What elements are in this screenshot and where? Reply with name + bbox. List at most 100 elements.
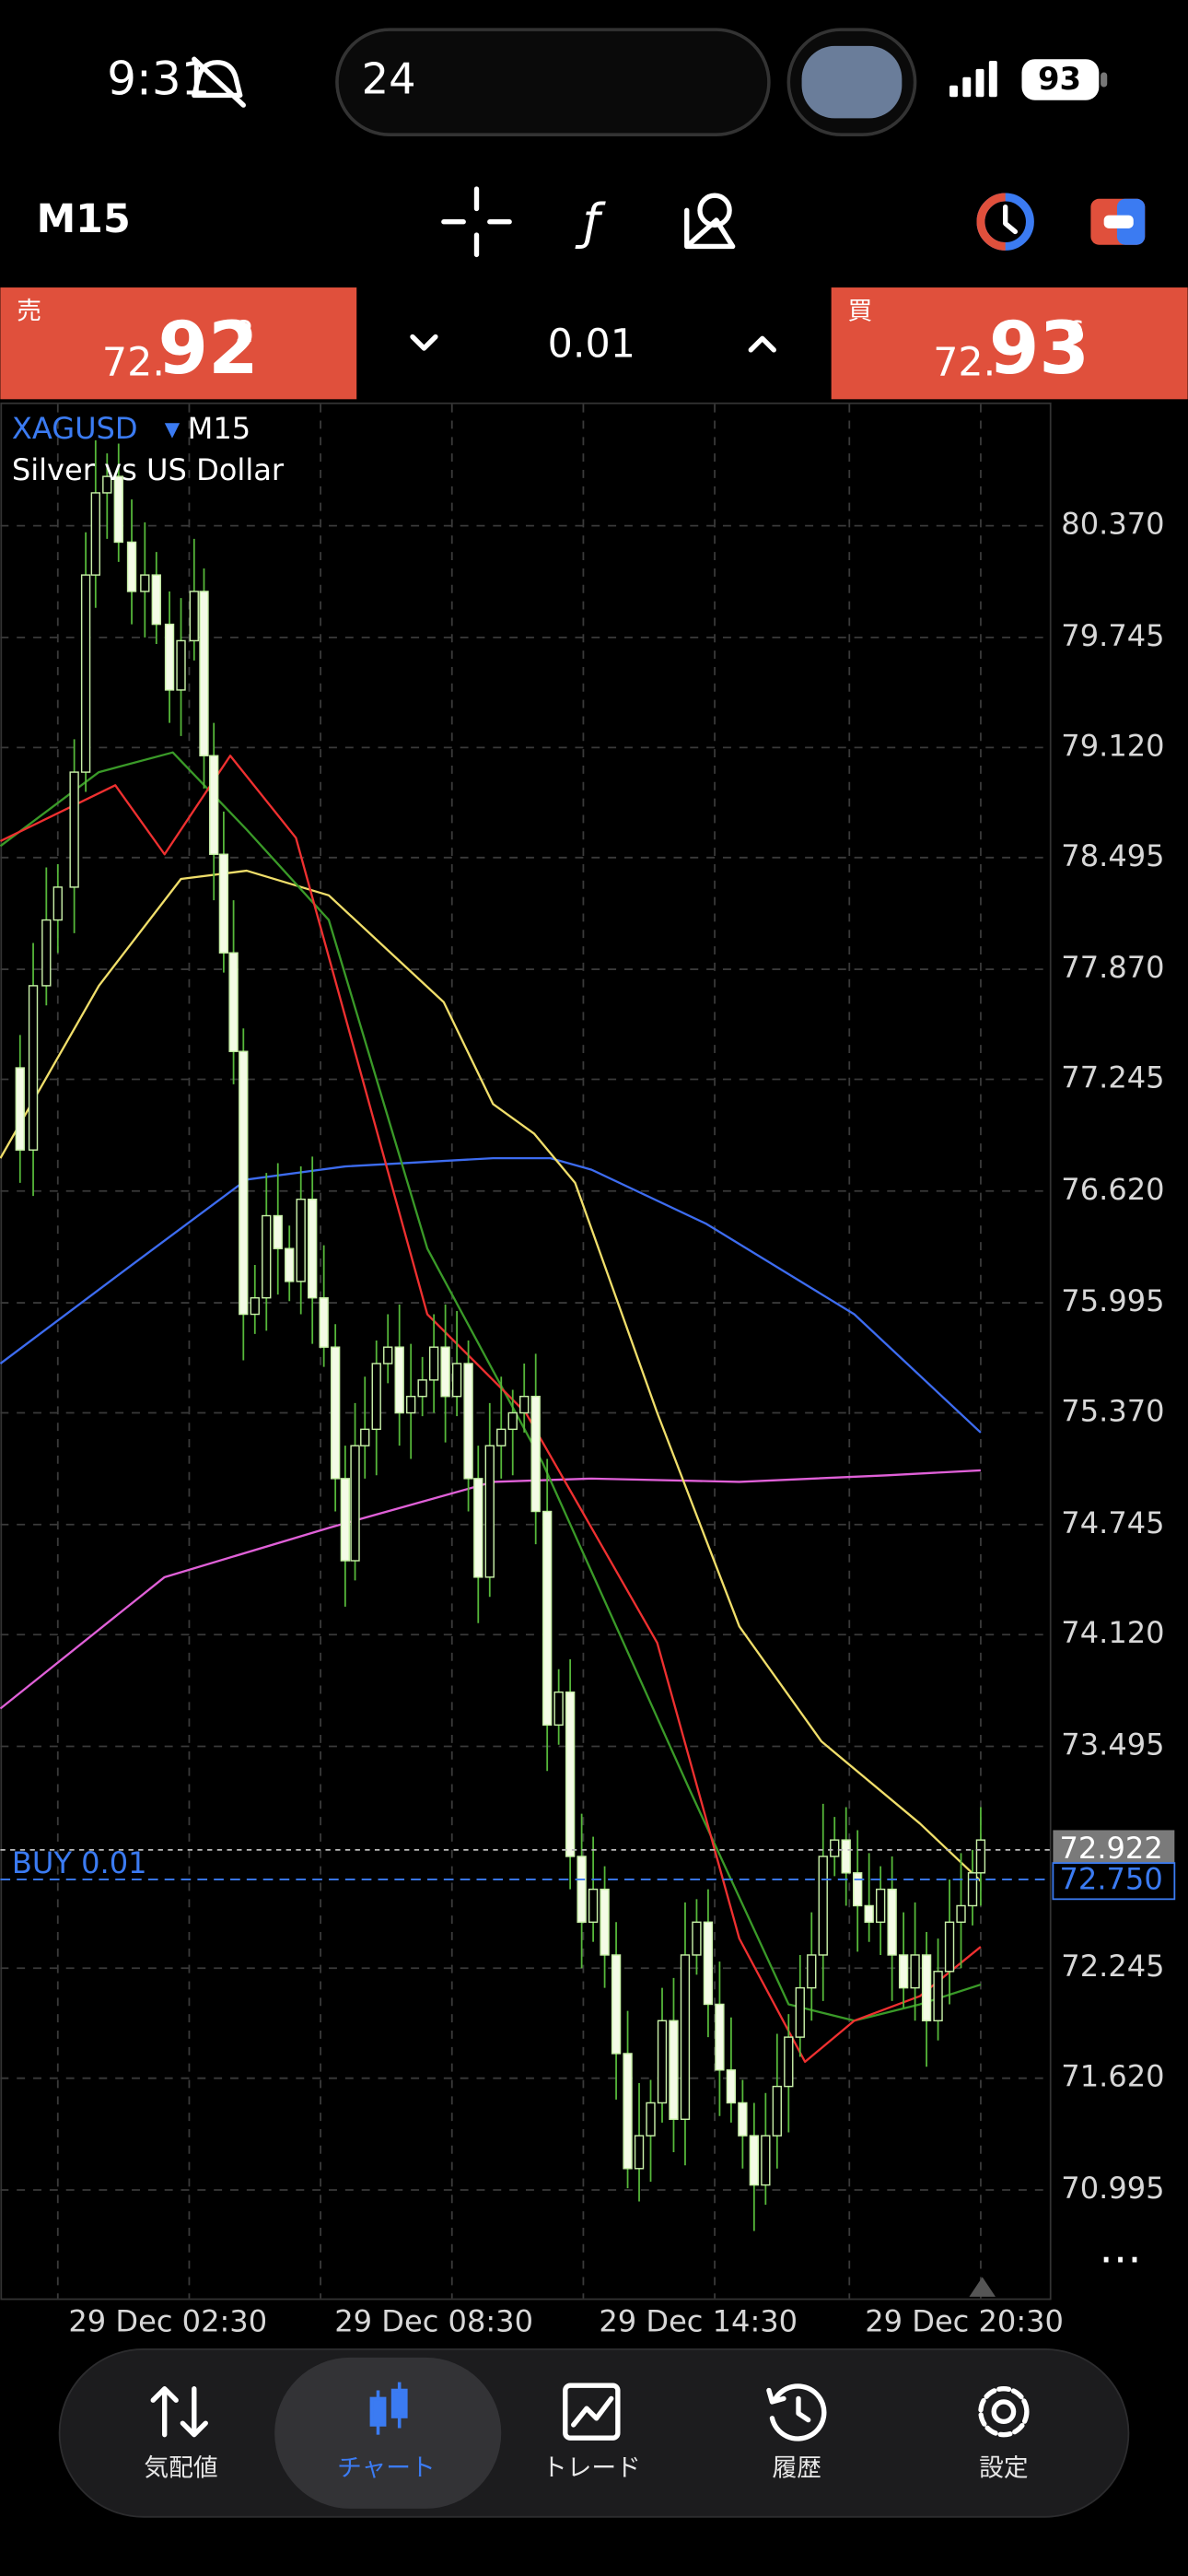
candle-body [113, 475, 123, 544]
price-tick-label: 70.995 [1061, 2171, 1164, 2206]
tab-label[interactable]: 気配値 [144, 2454, 217, 2483]
tab-label[interactable]: チャート [337, 2454, 436, 2483]
candle-body [52, 886, 63, 921]
candle-body [140, 574, 150, 592]
chart-icon [369, 2382, 408, 2435]
chart-description: Silver vs US Dollar [12, 452, 285, 487]
ma-green [0, 751, 982, 2022]
one-click-button[interactable] [976, 193, 1034, 251]
candle-body [151, 574, 161, 626]
candle-body [853, 1872, 863, 1907]
price-tick-label: 73.495 [1061, 1727, 1164, 1762]
candle-body [519, 1395, 530, 1414]
more-button[interactable]: … [1099, 2222, 1141, 2272]
island-text: 24 [362, 54, 416, 104]
candle-body [588, 1888, 599, 1924]
chart-symbol[interactable]: XAGUSD [12, 411, 138, 446]
candle-body [428, 1346, 439, 1381]
candle-body [680, 1954, 691, 2120]
candle-body [611, 1954, 622, 2055]
quotes-icon [150, 2386, 208, 2438]
symbol-dropdown[interactable]: ▼ [165, 418, 181, 441]
candle-body [577, 1856, 587, 1924]
buy-button[interactable] [831, 287, 1188, 400]
price-tick-label: 76.620 [1061, 1172, 1164, 1207]
time-tick-label: 29 Dec 14:30 [599, 2303, 798, 2338]
candle-body [553, 1691, 564, 1727]
candle-body [887, 1888, 897, 1956]
candle-body [15, 1067, 25, 1151]
objects-button[interactable] [684, 193, 736, 250]
tab-label[interactable]: 履歴 [772, 2454, 821, 2483]
candle-body [102, 475, 112, 494]
candle-body [406, 1395, 416, 1414]
scroll-marker [969, 2277, 996, 2297]
candle-body [69, 771, 79, 888]
volume-up[interactable] [748, 335, 776, 353]
price-tick-label: 80.370 [1061, 507, 1164, 542]
order-label: 72.750 [1060, 1862, 1163, 1897]
candle-body [818, 1856, 828, 1956]
candle-body [692, 1921, 702, 1956]
candle-body [623, 2053, 633, 2170]
candle-body [126, 541, 137, 592]
candle-body [807, 1954, 817, 1989]
candle-body [383, 1346, 393, 1364]
buy-price-big: 93 [989, 306, 1089, 391]
sell-button[interactable] [0, 287, 357, 400]
candle-body [228, 952, 239, 1052]
order-line-label[interactable]: BUY 0.01 [12, 1845, 147, 1880]
candle-body [967, 1872, 978, 1907]
candle-body [600, 1888, 610, 1956]
candle-body [371, 1363, 381, 1431]
candle-body [330, 1346, 341, 1480]
candle-body [262, 1214, 272, 1299]
candle-body [28, 985, 39, 1151]
crosshair-button[interactable] [441, 186, 512, 258]
trade-button[interactable] [1090, 198, 1146, 245]
volume-panel [356, 287, 832, 400]
candle-body [830, 1839, 840, 1857]
bid-label-box [1053, 1830, 1175, 1867]
candle-body [350, 1445, 360, 1562]
buy-label: 買 [847, 297, 872, 325]
candle-body [749, 2135, 760, 2186]
island-thumbnail [801, 45, 903, 119]
candle-body [784, 2036, 794, 2088]
battery-tip [1101, 72, 1108, 88]
candle-body [841, 1839, 851, 1874]
buy-price-prefix: 72. [933, 339, 996, 385]
volume-down[interactable] [410, 334, 438, 351]
signal-icon [949, 60, 997, 98]
candle-body [507, 1411, 518, 1431]
candle-body [657, 2020, 668, 2104]
price-tick-label: 74.745 [1061, 1505, 1164, 1540]
volume[interactable]: 0.01 [548, 322, 635, 368]
ma-blue [0, 1156, 982, 1434]
trade-icon [563, 2383, 621, 2441]
candle-body [308, 1198, 318, 1299]
tab-bar [58, 2348, 1130, 2518]
candle-body [738, 2102, 748, 2137]
candle-body [703, 1921, 714, 2006]
history-icon [766, 2383, 827, 2441]
candle-body [285, 1247, 295, 1282]
tab-label[interactable]: トレード [542, 2454, 641, 2483]
order-label-box [1052, 1862, 1176, 1901]
candle-body [542, 1510, 553, 1727]
candle-body [451, 1363, 462, 1398]
candle-body [319, 1296, 329, 1348]
bid-label: 72.922 [1060, 1831, 1163, 1866]
time-tick-label: 29 Dec 20:30 [865, 2303, 1064, 2338]
candle-body [209, 755, 219, 855]
ma-yellow [0, 869, 982, 1882]
tab-label[interactable]: 設定 [979, 2454, 1028, 2483]
candle-body [239, 1050, 249, 1316]
toolbar-timeframe[interactable]: M15 [37, 196, 131, 242]
candle-body [795, 1986, 805, 2038]
mute-icon [192, 56, 246, 108]
sell-price-sup: 2 [235, 314, 253, 349]
candle-body [944, 1921, 955, 1973]
